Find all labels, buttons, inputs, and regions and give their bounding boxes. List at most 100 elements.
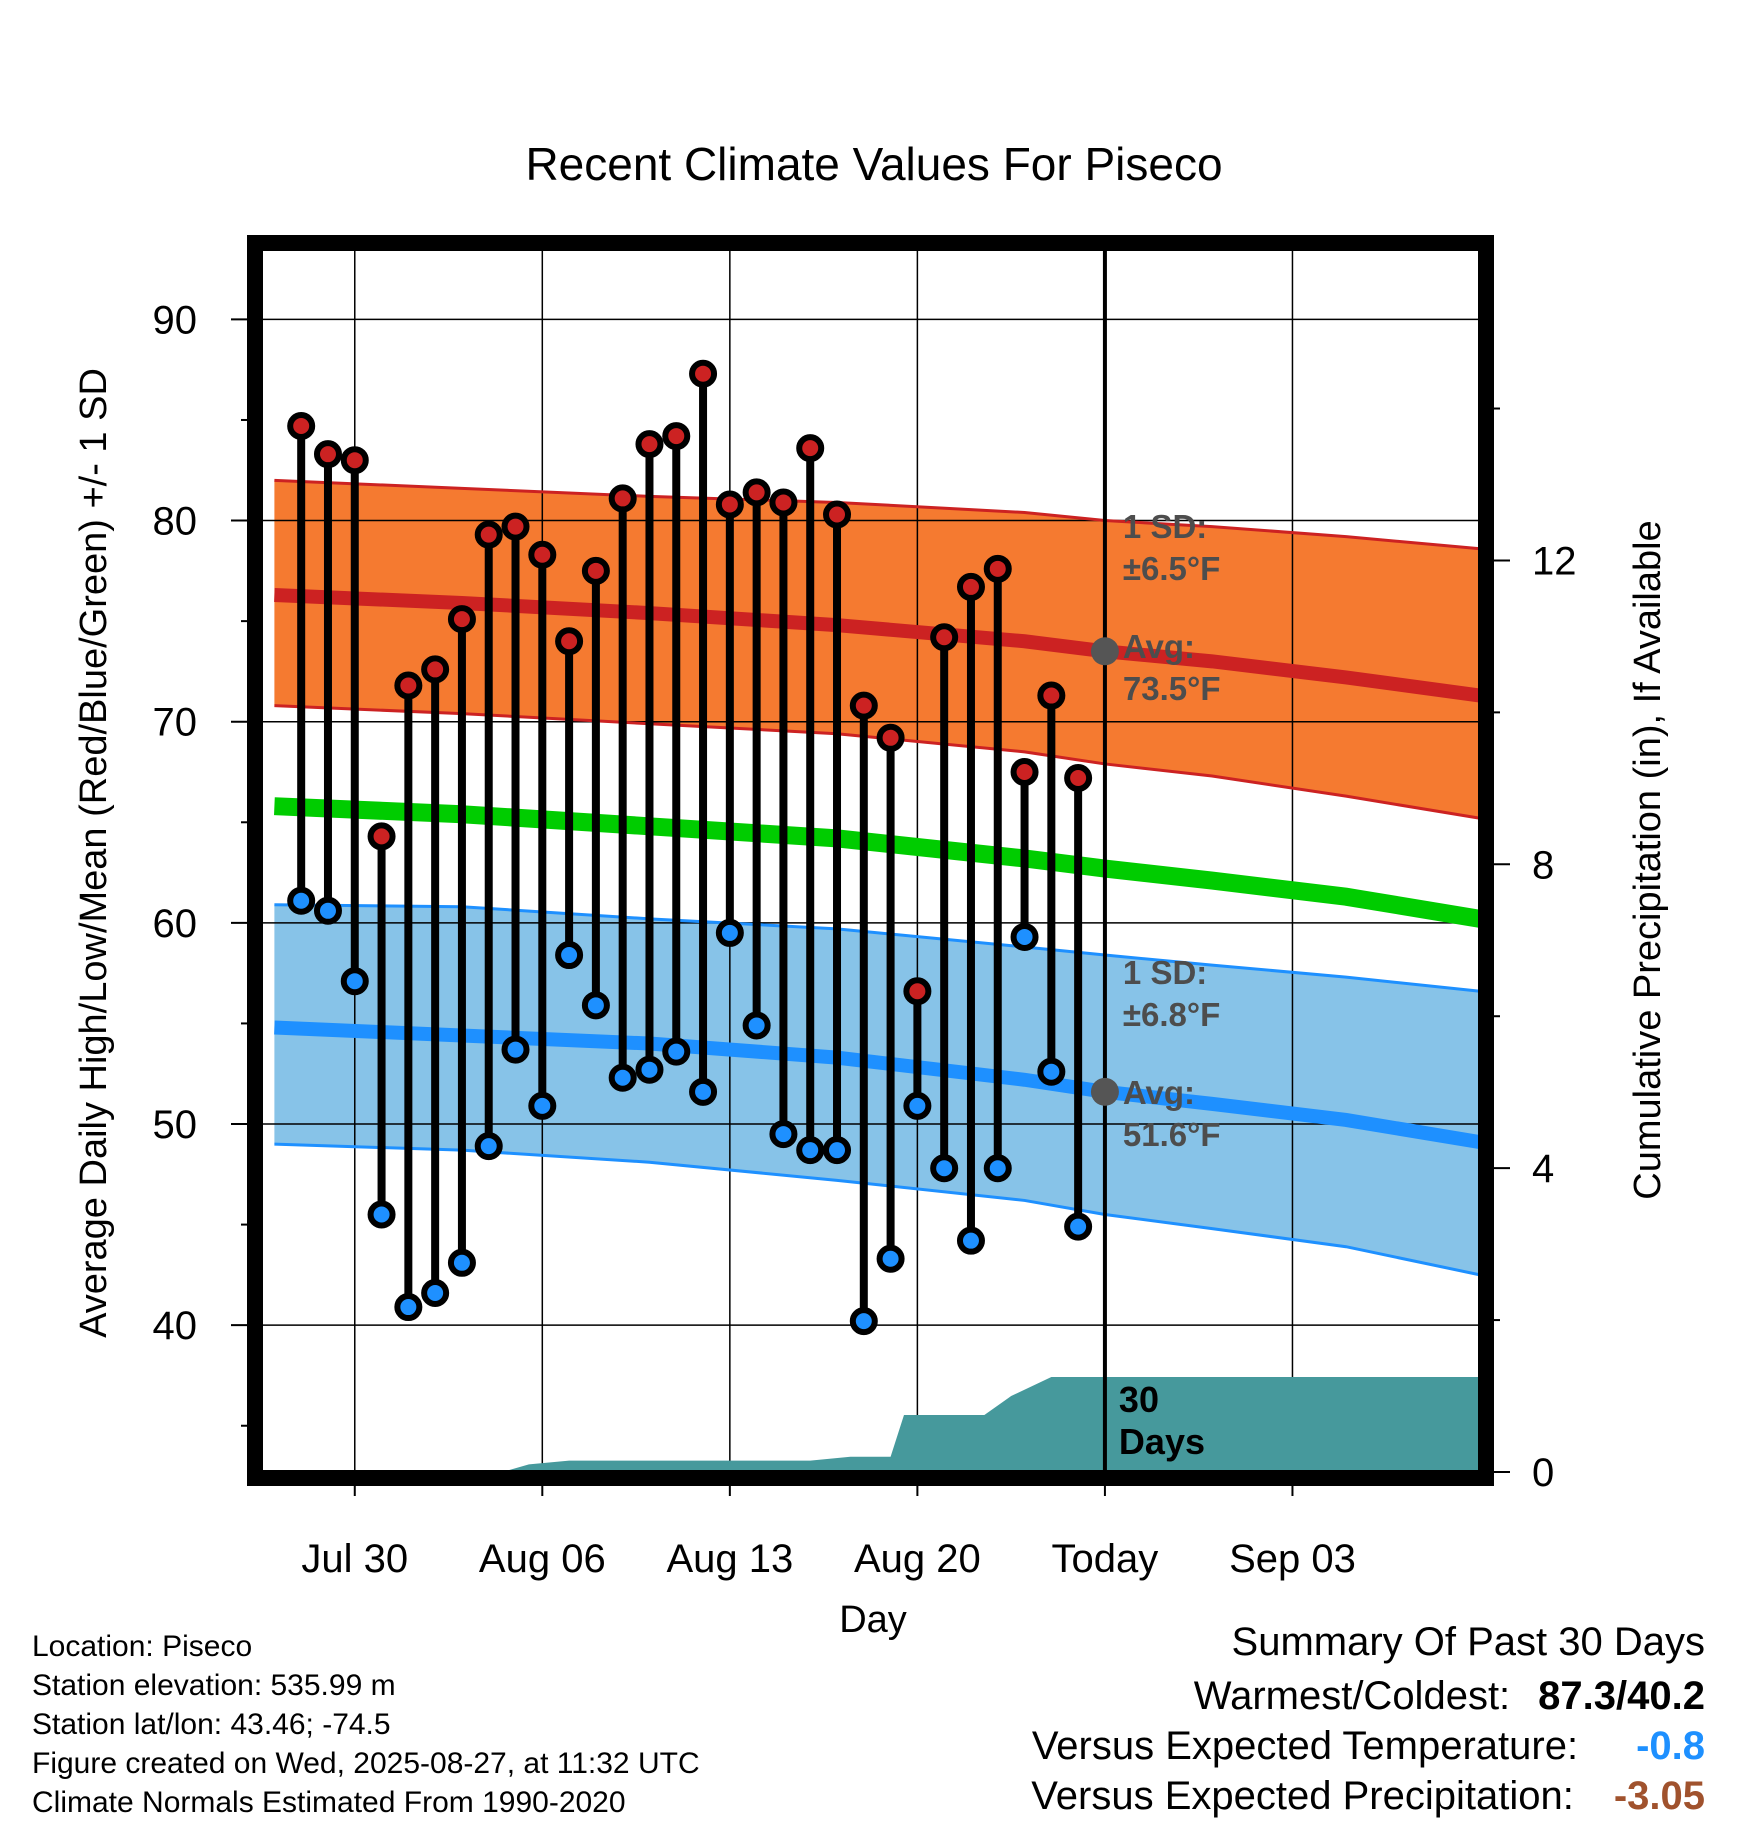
annotation-line2: ±6.8°F [1123, 996, 1220, 1033]
mean-normal-line [274, 797, 1482, 928]
x-tick-label: Aug 20 [854, 1537, 981, 1581]
location-text: Location: Piseco [32, 1630, 253, 1663]
daily-high-point [528, 540, 557, 569]
annotation-line1: Avg: [1123, 1074, 1195, 1111]
daily-high-point [340, 446, 369, 475]
y-tick-label: 60 [153, 902, 198, 946]
x-tick-label: Aug 13 [666, 1537, 793, 1581]
summary-precip-row: Versus Expected Precipitation: -3.05 [1031, 1774, 1705, 1819]
annotation-line2: ±6.5°F [1123, 550, 1220, 587]
daily-high-point [501, 512, 530, 541]
daily-high-point [1037, 681, 1066, 710]
daily-high-point [742, 478, 771, 507]
annotation-line1: 1 SD: [1123, 954, 1207, 991]
low-sd-band [274, 904, 1480, 1275]
daily-low-point [796, 1136, 825, 1165]
daily-low-point [421, 1278, 450, 1307]
y-tick-label: 70 [153, 701, 198, 745]
chart-title: Recent Climate Values For Piseco [525, 138, 1222, 190]
daily-high-point [287, 412, 316, 441]
daily-high-point [903, 977, 932, 1006]
daily-high-point [608, 484, 637, 513]
daily-low-point [849, 1307, 878, 1336]
daily-high-point [796, 434, 825, 463]
y-tick-label: 40 [153, 1304, 198, 1348]
daily-high-point [313, 440, 342, 469]
daily-low-point [1037, 1057, 1066, 1086]
y2-tick-label: 4 [1532, 1147, 1554, 1191]
latlon-text: Station lat/lon: 43.46; -74.5 [32, 1708, 391, 1741]
x-tick-label: Sep 03 [1229, 1537, 1356, 1581]
daily-high-point [876, 723, 905, 752]
daily-low-point [876, 1244, 905, 1273]
temp-label: Versus Expected Temperature: [1031, 1724, 1579, 1768]
today-low-normal-marker [1090, 1077, 1119, 1106]
daily-high-point [983, 554, 1012, 583]
y-tick-label: 90 [153, 298, 198, 342]
daily-high-point [581, 556, 610, 585]
precip-area [261, 1377, 1480, 1472]
daily-low-point [662, 1037, 691, 1066]
daily-high-point [635, 430, 664, 459]
high-normal-line [274, 587, 1481, 703]
daily-low-point [367, 1200, 396, 1229]
today-label-1: 30 [1119, 1379, 1159, 1420]
x-tick-label: Jul 30 [301, 1537, 408, 1581]
normals-text: Climate Normals Estimated From 1990-2020 [32, 1786, 626, 1819]
daily-high-point [474, 520, 503, 549]
daily-high-point [769, 488, 798, 517]
annotation-line2: 51.6°F [1123, 1116, 1221, 1153]
summary-temp-row: Versus Expected Temperature: -0.8 [1032, 1724, 1705, 1769]
daily-high-point [367, 822, 396, 851]
precip-label: Versus Expected Precipitation: [1031, 1774, 1574, 1818]
daily-low-point [930, 1154, 959, 1183]
daily-low-point [689, 1077, 718, 1106]
daily-low-point [501, 1035, 530, 1064]
daily-high-point [1010, 757, 1039, 786]
daily-high-point [1064, 764, 1093, 793]
annotation-line2: 73.5°F [1123, 670, 1221, 707]
annotation-line1: Avg: [1123, 628, 1195, 665]
daily-high-point [662, 422, 691, 451]
precip-value: -3.05 [1613, 1774, 1705, 1818]
daily-low-point [983, 1154, 1012, 1183]
y2-tick-label: 8 [1532, 843, 1554, 887]
daily-low-point [313, 896, 342, 925]
daily-low-point [715, 918, 744, 947]
plot-frame [247, 235, 1494, 1486]
daily-high-point [555, 627, 584, 656]
high-sd-band [274, 480, 1480, 819]
y-tick-label: 50 [153, 1103, 198, 1147]
y-axis-label: Average Daily High/Low/Mean (Red/Blue/Gr… [73, 368, 115, 1338]
daily-low-point [447, 1248, 476, 1277]
daily-low-point [474, 1132, 503, 1161]
daily-low-point [608, 1063, 637, 1092]
daily-low-point [528, 1091, 557, 1120]
daily-low-point [394, 1293, 423, 1322]
daily-high-point [447, 605, 476, 634]
elevation-text: Station elevation: 535.99 m [32, 1669, 396, 1702]
annotation-line1: 1 SD: [1123, 508, 1207, 545]
x-tick-label: Aug 06 [479, 1537, 606, 1581]
today-label-2: Days [1119, 1421, 1205, 1462]
daily-low-point [340, 967, 369, 996]
daily-low-point [742, 1011, 771, 1040]
station-info: Location: Piseco Station elevation: 535.… [32, 1627, 700, 1822]
warmest-value: 87.3/40.2 [1538, 1674, 1705, 1718]
daily-low-point [1064, 1212, 1093, 1241]
daily-low-point [769, 1120, 798, 1149]
temp-value: -0.8 [1636, 1724, 1705, 1768]
daily-high-point [715, 490, 744, 519]
daily-low-point [823, 1136, 852, 1165]
high-upper-line [274, 478, 1481, 551]
daily-high-point [689, 359, 718, 388]
daily-low-point [956, 1226, 985, 1255]
warmest-label: Warmest/Coldest: [1193, 1674, 1511, 1718]
daily-high-point [849, 691, 878, 720]
low-normal-line [274, 1020, 1482, 1150]
daily-low-point [903, 1091, 932, 1120]
daily-low-point [555, 941, 584, 970]
x-axis-label: Day [839, 1599, 907, 1641]
y2-axis-label: Cumulative Precipitation (in), If Availa… [1627, 520, 1669, 1199]
